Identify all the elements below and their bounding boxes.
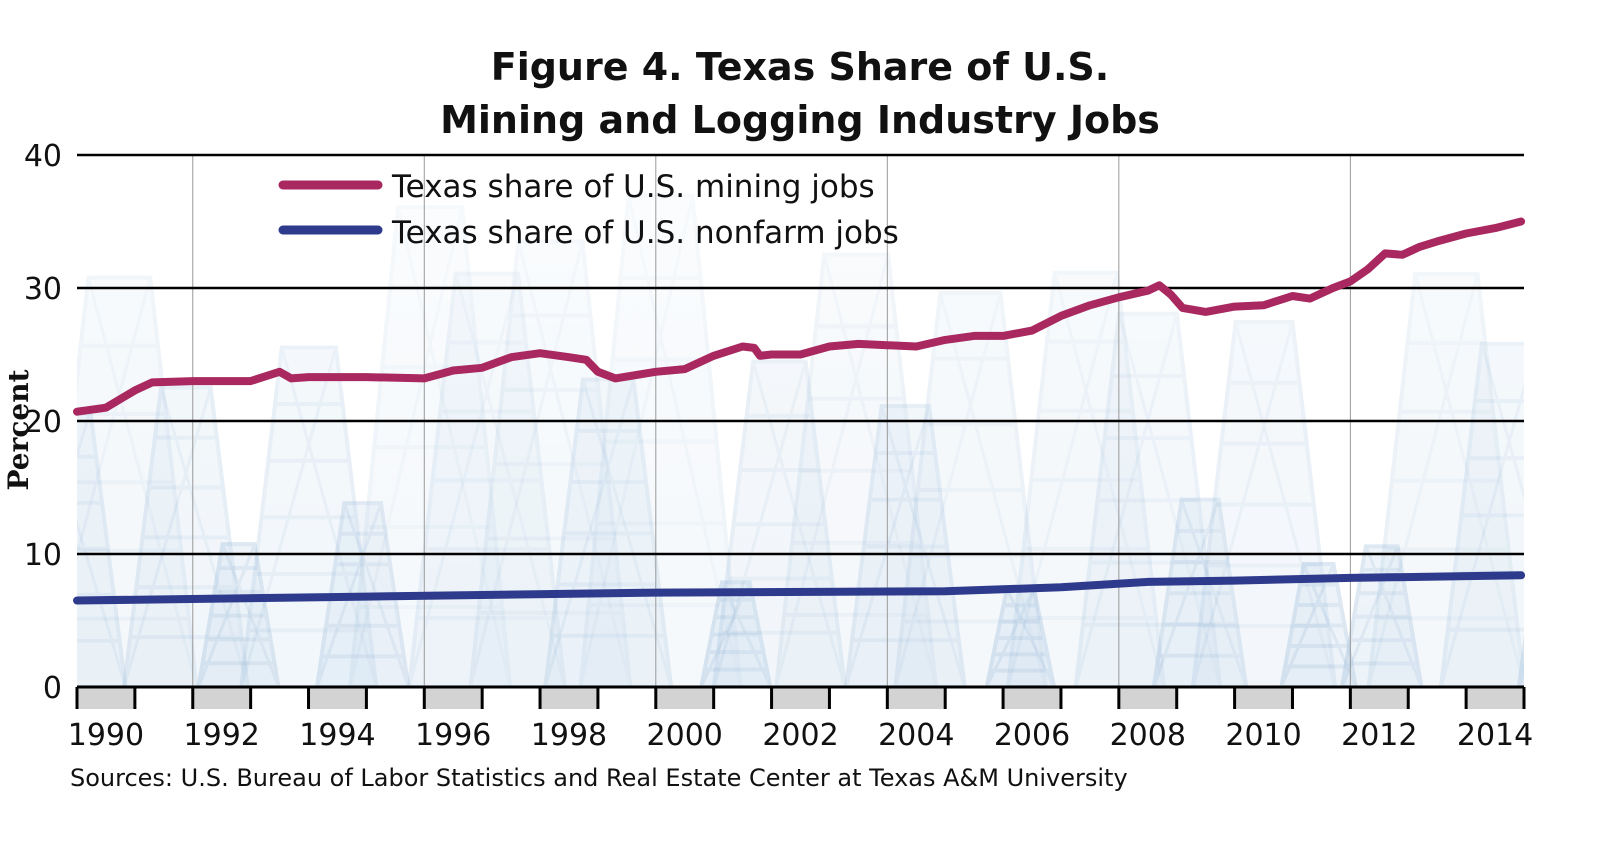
x-tick-label: 2000: [647, 718, 723, 753]
series-lines: [73, 217, 1526, 605]
x-tick-label: 1996: [415, 718, 491, 753]
series-line-mining: [73, 217, 1526, 416]
x-tick-label: 1990: [68, 718, 144, 753]
x-axis-band: [77, 687, 135, 709]
x-tick-label: 2004: [878, 718, 954, 753]
x-tick-label: 2012: [1341, 718, 1417, 753]
x-axis-band: [1118, 687, 1177, 709]
x-axis-band: [887, 687, 946, 709]
x-tick-label: 1994: [299, 718, 375, 753]
x-axis-band: [1234, 687, 1293, 709]
y-tick-label: 20: [24, 405, 62, 440]
x-axis-band: [1350, 687, 1409, 709]
x-axis-band: [771, 687, 830, 709]
x-axis-band: [540, 687, 598, 709]
x-axis-band: [1466, 687, 1524, 709]
x-tick-label: 2010: [1225, 718, 1301, 753]
x-tick-label: 2008: [1110, 718, 1186, 753]
y-tick-label: 0: [43, 671, 62, 706]
x-axis-band: [308, 687, 367, 709]
x-axis-band: [424, 687, 483, 709]
y-axis: 0 10 20 30 40: [24, 139, 62, 706]
x-axis: 1990 1992 1994 1996 1998 2000 2002 2004 2006 2008…: [68, 685, 1533, 753]
source-note: Sources: U.S. Bureau of Labor Statistics…: [70, 764, 1128, 792]
chart-title-line-2: Mining and Logging Industry Jobs: [440, 98, 1160, 142]
y-tick-label: 30: [24, 272, 62, 307]
x-tick-label: 1992: [184, 718, 260, 753]
x-tick-label: 2006: [994, 718, 1070, 753]
y-axis-label: Percent: [2, 369, 35, 490]
y-tick-label: 40: [24, 139, 62, 174]
horizontal-gridlines: [77, 153, 1524, 689]
x-tick-label: 2002: [762, 718, 838, 753]
oil-derrick-icon: [1516, 633, 1524, 687]
x-axis-band: [192, 687, 251, 709]
x-tick-label: 1998: [531, 718, 607, 753]
x-tick-label: 2014: [1457, 718, 1533, 753]
y-tick-label: 10: [24, 538, 62, 573]
series-line-nonfarm: [73, 571, 1526, 605]
legend-label-nonfarm: Texas share of U.S. nonfarm jobs: [391, 215, 899, 251]
x-axis-band: [1003, 687, 1061, 709]
x-axis-band: [655, 687, 714, 709]
legend-label-mining: Texas share of U.S. mining jobs: [391, 169, 875, 205]
chart-title-line-1: Figure 4. Texas Share of U.S.: [491, 45, 1110, 89]
legend: Texas share of U.S. mining jobs Texas sh…: [278, 169, 899, 251]
